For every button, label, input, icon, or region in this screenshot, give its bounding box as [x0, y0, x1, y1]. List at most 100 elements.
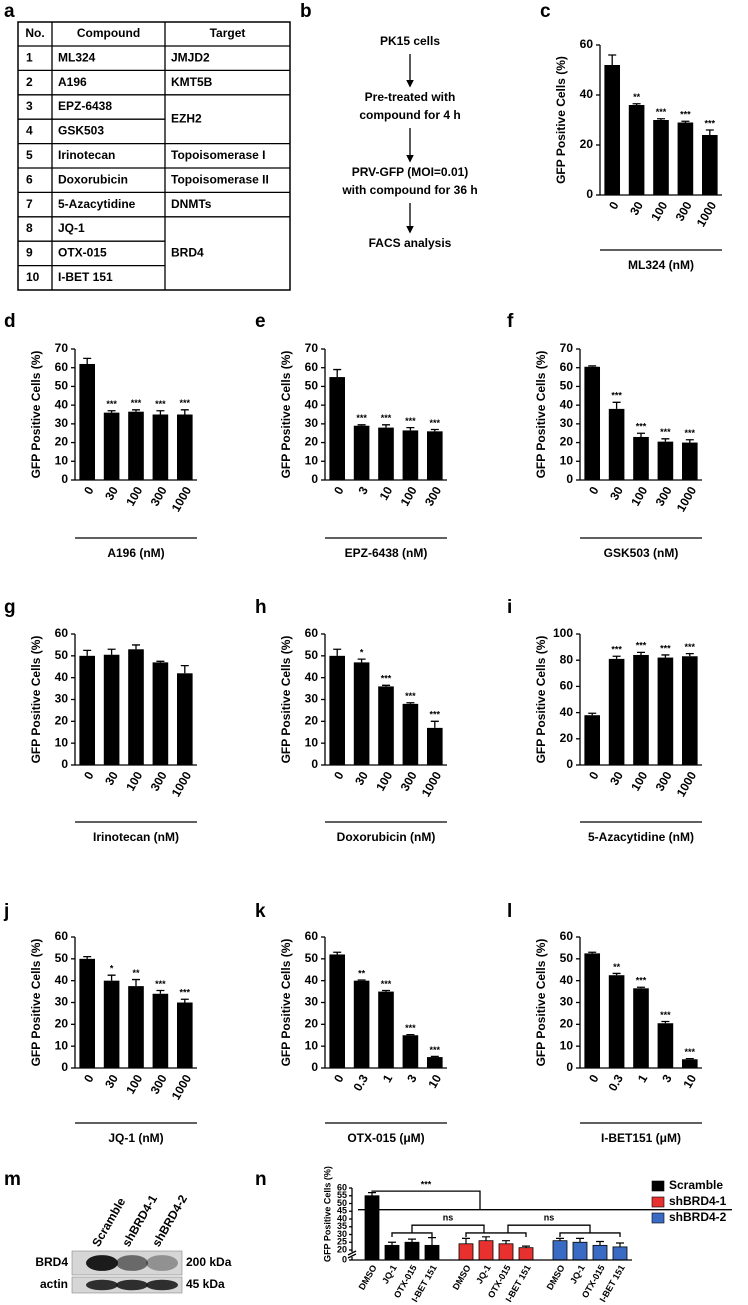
- error-bar: [333, 368, 342, 378]
- significance: ***: [656, 107, 667, 117]
- error-bar: [685, 1057, 694, 1060]
- significance: ***: [660, 643, 671, 653]
- table-cell: KMT5B: [171, 75, 213, 89]
- x-tick-label: 0.3: [605, 1072, 626, 1094]
- x-tick-label: 300: [673, 199, 695, 224]
- size-label: 45 kDa: [186, 1277, 225, 1291]
- bar: [128, 649, 144, 765]
- y-tick-label: 20: [305, 435, 319, 449]
- bar: [176, 414, 193, 480]
- x-tick-label: JQ-1: [568, 1263, 587, 1285]
- error-bar: [430, 1055, 439, 1058]
- table-cell: 7: [26, 197, 33, 211]
- y-tick-label: 0: [342, 1254, 347, 1264]
- error-bar: [132, 978, 140, 987]
- bar: [681, 442, 698, 480]
- flow-step: compound for 4 h: [359, 108, 460, 122]
- table-header: No.: [25, 26, 44, 40]
- x-axis-title: Doxorubicin (nM): [337, 830, 436, 844]
- bar: [478, 1240, 494, 1261]
- significance: ***: [611, 391, 622, 401]
- y-tick-label: 40: [55, 397, 69, 411]
- bar: [329, 377, 346, 480]
- y-tick-label: 20: [55, 714, 69, 728]
- table-cell: 10: [26, 270, 40, 284]
- significance: ***: [636, 422, 647, 432]
- x-tick-label: 100: [628, 484, 650, 509]
- significance: ***: [405, 691, 416, 701]
- error-bar: [107, 974, 116, 981]
- significance: ***: [381, 674, 392, 684]
- significance: ***: [180, 398, 191, 408]
- y-tick-label: 40: [337, 1213, 347, 1223]
- x-axis-title: OTX-015 (μM): [347, 1131, 424, 1145]
- table-cell: 4: [26, 124, 33, 138]
- bar: [402, 703, 419, 765]
- table-cell: EZH2: [171, 111, 202, 125]
- bar: [498, 1243, 514, 1261]
- x-axis-title: ML324 (nM): [628, 258, 694, 272]
- table-cell: 2: [26, 75, 33, 89]
- x-tick-label: 0: [81, 1072, 97, 1085]
- x-tick-label: 1000: [169, 1072, 195, 1102]
- x-axis-title: A196 (nM): [107, 546, 164, 560]
- size-label: 200 kDa: [186, 1255, 232, 1269]
- y-axis-title: GFP Positive Cells (%): [534, 636, 548, 764]
- y-tick-label: 10: [55, 1038, 69, 1052]
- table-cell: JMJD2: [171, 50, 210, 64]
- x-tick-label: 0: [586, 1072, 602, 1085]
- x-tick-label: 100: [648, 199, 670, 224]
- y-tick-label: 70: [55, 341, 69, 355]
- error-bar: [107, 410, 116, 413]
- x-axis-title: Irinotecan (nM): [93, 830, 179, 844]
- x-tick-label: 0: [81, 484, 97, 497]
- y-tick-label: 60: [305, 626, 319, 640]
- significance: **: [132, 968, 140, 978]
- y-tick-label: 20: [305, 714, 319, 728]
- error-bar: [388, 1241, 396, 1246]
- y-tick-label: 10: [305, 453, 319, 467]
- error-bar: [406, 426, 415, 431]
- bar: [608, 408, 625, 480]
- error-bar: [637, 986, 645, 989]
- bar: [79, 655, 96, 765]
- bar: [608, 658, 625, 765]
- x-tick-label: 30: [352, 769, 371, 788]
- table-header: Compound: [77, 26, 140, 40]
- x-tick-label: 3: [659, 1072, 675, 1085]
- y-tick-label: 20: [560, 731, 574, 745]
- y-tick-label: 20: [55, 1017, 69, 1031]
- error-bar: [333, 648, 342, 656]
- error-bar: [156, 989, 165, 994]
- legend-label: shBRD4-1: [669, 1194, 727, 1208]
- y-tick-label: 50: [305, 951, 319, 965]
- bar: [176, 673, 193, 765]
- table-cell: Irinotecan: [58, 148, 115, 162]
- error-bar: [180, 665, 189, 674]
- bar: [103, 980, 120, 1068]
- significance: ns: [544, 1213, 555, 1223]
- panel-letter: k: [255, 901, 266, 922]
- error-bar: [661, 654, 670, 658]
- panel-letter: m: [4, 1169, 21, 1190]
- x-axis-title: JQ-1 (nM): [108, 1131, 163, 1145]
- y-tick-label: 50: [337, 1198, 347, 1208]
- y-axis-title: GFP Positive Cells (%): [534, 939, 548, 1067]
- panel-letter: c: [540, 1, 551, 22]
- significance: ***: [131, 398, 142, 408]
- y-axis-title: GFP Positive Cells (%): [322, 1166, 332, 1262]
- bar: [384, 1244, 400, 1261]
- bar: [681, 1059, 698, 1068]
- bracket: [391, 1232, 433, 1237]
- error-bar: [657, 118, 665, 120]
- x-tick-label: DMSO: [451, 1263, 473, 1291]
- bar: [518, 1247, 534, 1261]
- table-cell: 8: [26, 221, 33, 235]
- bar: [426, 727, 443, 765]
- bar: [677, 122, 694, 195]
- x-tick-label: 0: [606, 199, 622, 212]
- y-tick-label: 70: [305, 341, 319, 355]
- protein-label: BRD4: [35, 1255, 68, 1269]
- y-tick-label: 40: [305, 397, 319, 411]
- y-tick-label: 20: [337, 1244, 347, 1254]
